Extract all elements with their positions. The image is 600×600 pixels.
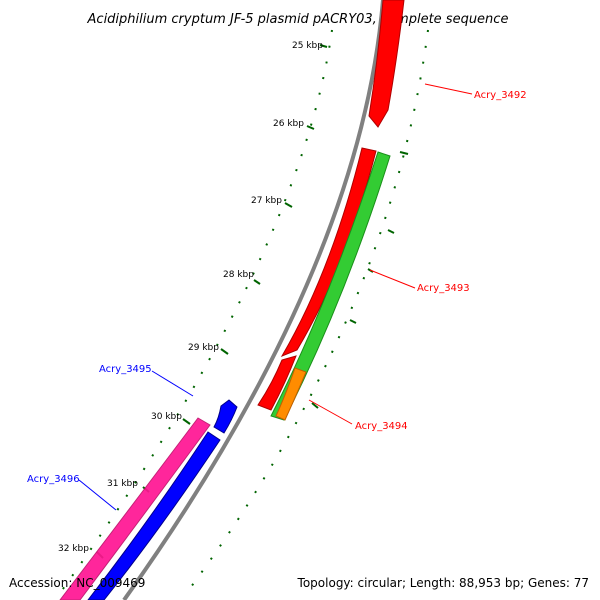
gene-acry-3493-segment[interactable] xyxy=(257,355,297,411)
outer-gc-marks xyxy=(311,151,409,409)
label-acry-3492: Acry_3492 xyxy=(474,90,527,101)
gene-acry-3492[interactable] xyxy=(368,0,405,128)
leader-acry-3492 xyxy=(424,83,473,95)
rna-feature[interactable] xyxy=(59,417,211,600)
tick-label-25kbp: 25 kbp xyxy=(292,41,323,51)
label-acry-3495: Acry_3495 xyxy=(99,364,152,375)
tick-label-29kbp: 29 kbp xyxy=(188,343,219,353)
leader-acry-3496 xyxy=(78,479,117,511)
map-title: Acidiphilium cryptum JF-5 plasmid pACRY0… xyxy=(87,12,509,27)
major-ticks xyxy=(96,44,328,559)
label-acry-3494: Acry_3494 xyxy=(355,421,408,432)
label-acry-3493: Acry_3493 xyxy=(417,283,470,294)
gene-acry-3493[interactable] xyxy=(280,147,377,358)
accession-text: Accession: NC_009469 xyxy=(9,576,145,590)
leader-acry-3495 xyxy=(151,370,194,397)
tick-label-26kbp: 26 kbp xyxy=(273,119,304,129)
inner-tick-ring xyxy=(54,29,333,600)
tick-label-32kbp: 32 kbp xyxy=(58,544,89,554)
leader-acry-3493 xyxy=(369,269,416,289)
tick-label-31kbp: 31 kbp xyxy=(107,479,138,489)
leader-acry-3494 xyxy=(308,399,353,425)
tick-label-28kbp: 28 kbp xyxy=(223,270,254,280)
gc-feature-track xyxy=(270,151,391,421)
plasmid-backbone xyxy=(122,0,385,600)
label-acry-3496: Acry_3496 xyxy=(27,474,80,485)
gene-acry-3495[interactable] xyxy=(213,399,238,434)
tick-label-30kbp: 30 kbp xyxy=(151,412,182,422)
summary-text: Topology: circular; Length: 88,953 bp; G… xyxy=(297,576,589,590)
gene-acry-3494[interactable] xyxy=(275,367,307,421)
tick-label-27kbp: 27 kbp xyxy=(251,196,282,206)
gene-acry-3496[interactable] xyxy=(87,431,221,600)
